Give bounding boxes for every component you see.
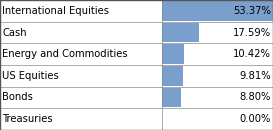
Text: 10.42%: 10.42% — [233, 49, 271, 59]
Bar — [162, 44, 184, 64]
Text: 53.37%: 53.37% — [233, 6, 271, 16]
Text: Cash: Cash — [2, 28, 27, 37]
Text: 17.59%: 17.59% — [233, 28, 271, 37]
Text: Bonds: Bonds — [2, 93, 33, 102]
Text: 9.81%: 9.81% — [239, 71, 271, 81]
Bar — [162, 88, 181, 107]
Bar — [162, 66, 183, 86]
Text: Treasuries: Treasuries — [2, 114, 53, 124]
Text: Energy and Commodities: Energy and Commodities — [2, 49, 128, 59]
Text: US Equities: US Equities — [2, 71, 59, 81]
Text: 0.00%: 0.00% — [239, 114, 271, 124]
Text: International Equities: International Equities — [2, 6, 109, 16]
Text: 8.80%: 8.80% — [239, 93, 271, 102]
